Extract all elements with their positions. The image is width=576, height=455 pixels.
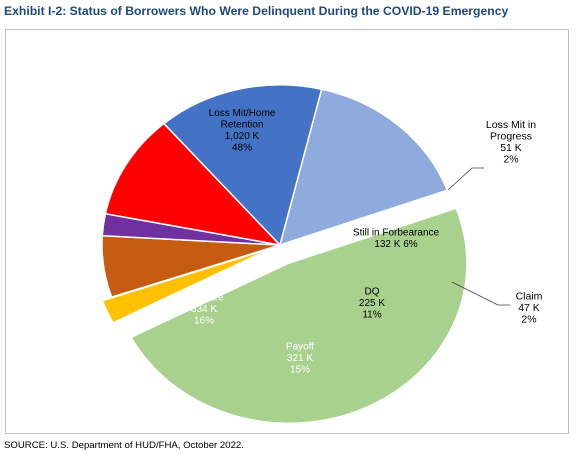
source-note: SOURCE: U.S. Department of HUD/FHA, Octo… — [4, 440, 244, 451]
pie-slice-loss-mit-home-retention — [130, 207, 468, 425]
data-label-loss-mit-home-retention: Loss Mit/Home Retention 1,020 K 48% — [209, 108, 276, 154]
pie-slice-loss-mit-in-progress — [101, 247, 272, 324]
data-label-dq: DQ 225 K 11% — [359, 287, 385, 321]
chart-title: Exhibit I-2: Status of Borrowers Who Wer… — [4, 4, 509, 18]
pie-slice-dq — [104, 122, 283, 247]
leader-line-claim — [451, 281, 510, 306]
pie-slice-payoff — [162, 84, 323, 247]
data-label-still-in-forbearance: Still in Forbearance 132 K 6% — [353, 227, 440, 250]
pie-slice-self-cure — [278, 88, 449, 247]
data-label-loss-mit-in-progress: Loss Mit in Progress 51 K 2% — [486, 119, 536, 166]
data-label-claim: Claim 47 K 2% — [516, 291, 543, 326]
data-label-self-cure: Self cure 334 K 16% — [184, 293, 224, 327]
leader-line-loss-mit-in-progress — [447, 167, 484, 191]
data-label-payoff: Payoff 321 K 15% — [286, 342, 314, 376]
